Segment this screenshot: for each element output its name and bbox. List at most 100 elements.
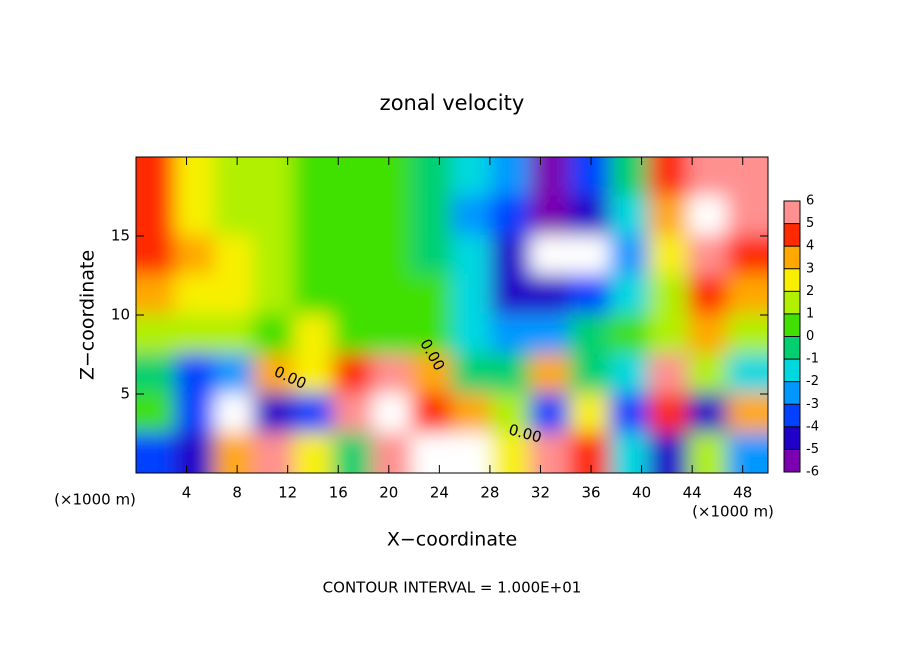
heatmap-cell (451, 432, 493, 473)
x-tick-label: 40 (632, 484, 651, 502)
heatmap-cell (411, 432, 453, 473)
y-tick-label: 10 (111, 306, 130, 324)
heatmap-cell (451, 393, 493, 435)
heatmap-cell (529, 432, 572, 473)
heatmap-cell (451, 235, 493, 277)
heatmap-cell (529, 314, 572, 356)
heatmap-cell (293, 393, 335, 435)
colorbar-tick-label: 2 (806, 284, 814, 299)
colorbar-swatch (784, 381, 800, 405)
heatmap-cell (648, 353, 691, 395)
heatmap-cell (411, 353, 453, 395)
x-tick-label: 20 (379, 484, 398, 502)
heatmap-cell (332, 235, 375, 277)
colorbar-swatch (784, 404, 800, 427)
colorbar-swatch (784, 201, 800, 224)
heatmap (136, 157, 768, 473)
heatmap-cell (136, 432, 177, 473)
heatmap-cell (609, 314, 651, 356)
x-axis-label: X−coordinate (387, 529, 517, 551)
colorbar-swatch (784, 313, 800, 337)
heatmap-cell (569, 353, 611, 395)
heatmap-cell (332, 353, 375, 395)
x-tick-label: 4 (182, 484, 192, 502)
colorbar-tick-label: -1 (806, 352, 819, 367)
heatmap-cell (569, 157, 611, 198)
heatmap-cell (136, 274, 177, 316)
heatmap-cell (411, 314, 453, 356)
heatmap-cell (253, 274, 295, 316)
heatmap-cell (687, 274, 730, 316)
heatmap-cell (609, 235, 651, 277)
heatmap-cell (687, 195, 730, 237)
heatmap-cells (136, 157, 768, 473)
heatmap-cell (648, 235, 691, 277)
heatmap-cell (648, 314, 691, 356)
heatmap-cell (293, 157, 335, 198)
heatmap-cell (687, 314, 730, 356)
heatmap-cell (213, 393, 256, 435)
heatmap-cell (174, 195, 217, 237)
heatmap-cell (332, 314, 375, 356)
x-tick-label: 36 (581, 484, 600, 502)
heatmap-cell (136, 393, 177, 435)
heatmap-cell (529, 393, 572, 435)
heatmap-cell (293, 314, 335, 356)
heatmap-cell (253, 314, 295, 356)
colorbar-tick-label: 1 (806, 306, 814, 321)
heatmap-cell (136, 314, 177, 356)
heatmap-cell (213, 235, 256, 277)
colorbar-swatch (784, 426, 800, 450)
heatmap-cell (136, 235, 177, 277)
heatmap-cell (609, 393, 651, 435)
heatmap-cell (648, 393, 691, 435)
heatmap-cell (332, 432, 375, 473)
heatmap-cell (213, 274, 256, 316)
heatmap-cell (213, 195, 256, 237)
heatmap-cell (371, 157, 414, 198)
heatmap-cell (529, 274, 572, 316)
heatmap-cell (529, 195, 572, 237)
heatmap-cell (253, 157, 295, 198)
heatmap-cell (332, 274, 375, 316)
heatmap-cell (371, 393, 414, 435)
heatmap-cell (727, 157, 768, 198)
heatmap-cell (411, 393, 453, 435)
heatmap-cell (490, 432, 533, 473)
heatmap-cell (687, 157, 730, 198)
heatmap-cell (293, 195, 335, 237)
x-tick-label: 16 (329, 484, 348, 502)
x-unit: (×1000 m) (692, 503, 774, 521)
heatmap-cell (490, 353, 533, 395)
heatmap-cell (490, 235, 533, 277)
heatmap-cell (213, 353, 256, 395)
heatmap-cell (253, 235, 295, 277)
heatmap-cell (529, 157, 572, 198)
heatmap-cell (490, 195, 533, 237)
heatmap-cell (174, 235, 217, 277)
colorbar-tick-label: 5 (806, 216, 814, 231)
heatmap-cell (253, 353, 295, 395)
heatmap-cell (727, 235, 768, 277)
heatmap-cell (136, 195, 177, 237)
heatmap-cell (648, 432, 691, 473)
heatmap-cell (332, 393, 375, 435)
colorbar-swatch (784, 246, 800, 269)
heatmap-cell (648, 274, 691, 316)
colorbar-tick-label: 3 (806, 261, 814, 276)
heatmap-cell (136, 353, 177, 395)
colorbar-swatch (784, 359, 800, 382)
heatmap-cell (529, 353, 572, 395)
heatmap-cell (569, 314, 611, 356)
colorbar-tick-label: 6 (806, 194, 814, 209)
heatmap-cell (727, 393, 768, 435)
x-tick-label: 28 (480, 484, 499, 502)
heatmap-cell (174, 157, 217, 198)
colorbar-tick-label: 0 (806, 329, 814, 344)
heatmap-cell (213, 432, 256, 473)
heatmap-cell (569, 393, 611, 435)
heatmap-cell (136, 157, 177, 198)
heatmap-cell (727, 432, 768, 473)
heatmap-cell (687, 393, 730, 435)
